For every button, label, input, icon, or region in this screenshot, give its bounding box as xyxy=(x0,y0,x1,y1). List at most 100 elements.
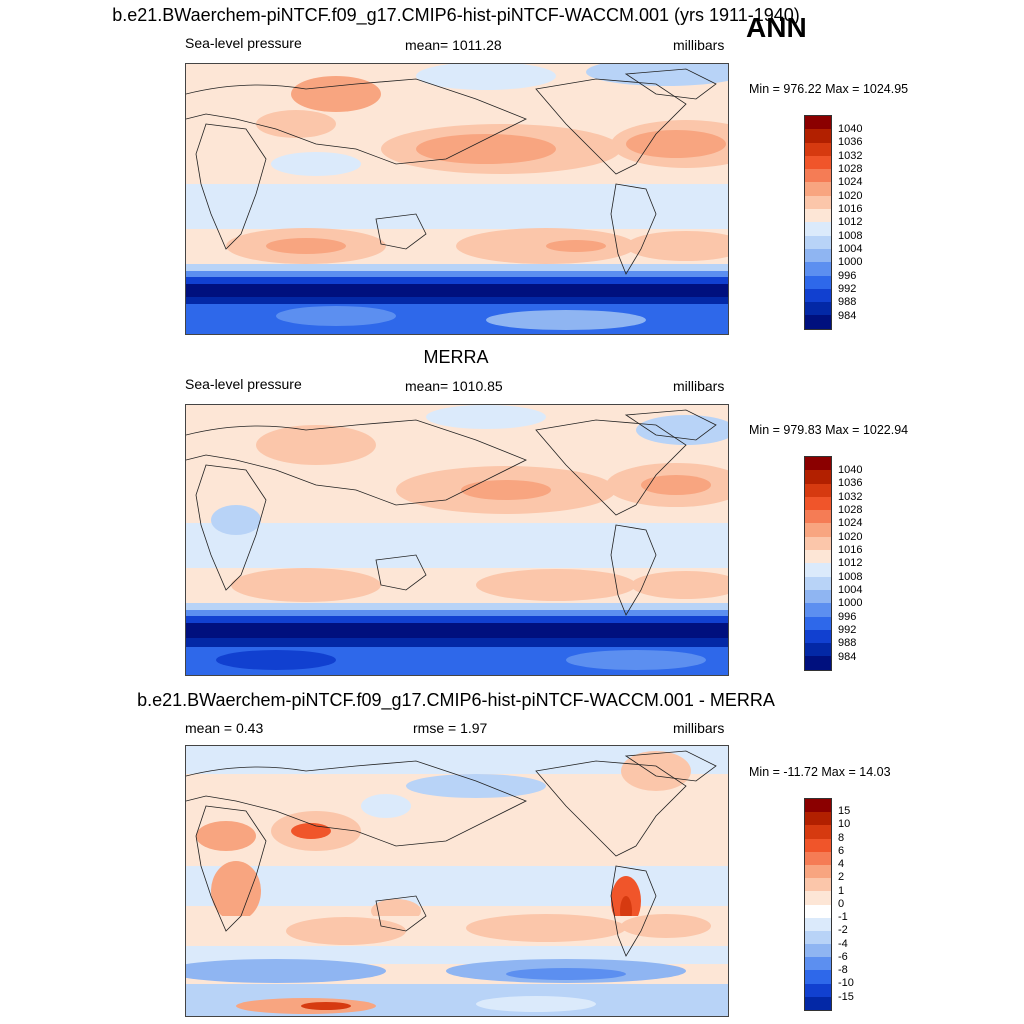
colorbar-swatch xyxy=(805,510,831,524)
colorbar-swatch xyxy=(805,904,831,918)
colorbar-swatch xyxy=(805,142,831,156)
panel-2-variable-label: Sea-level pressure xyxy=(185,376,302,392)
colorbar-label: 1008 xyxy=(838,230,863,242)
colorbar-swatch xyxy=(805,222,831,236)
colorbar-label: 1036 xyxy=(838,136,863,148)
colorbar-label: 996 xyxy=(838,611,857,623)
colorbar-swatch xyxy=(805,275,831,289)
colorbar-label: 6 xyxy=(838,845,845,857)
colorbar-swatch xyxy=(805,944,831,958)
colorbar-label: 0 xyxy=(838,898,845,910)
colorbar-swatch xyxy=(805,496,831,511)
colorbar-label: 8 xyxy=(838,832,845,844)
panel-1-map xyxy=(185,63,729,335)
colorbar-swatch xyxy=(805,996,831,1010)
panel-1-variable-label: Sea-level pressure xyxy=(185,35,302,51)
colorbar-swatch xyxy=(805,878,831,892)
panel-3-rmse-label: rmse = 1.97 xyxy=(413,720,488,736)
colorbar-swatch xyxy=(805,825,831,839)
colorbar-label: -1 xyxy=(838,911,848,923)
colorbar-label: 1032 xyxy=(838,491,863,503)
colorbar-label: 1004 xyxy=(838,243,863,255)
colorbar-label: 1 xyxy=(838,885,845,897)
colorbar-label: 1032 xyxy=(838,150,863,162)
colorbar-label: 1000 xyxy=(838,597,863,609)
colorbar-label: -10 xyxy=(838,977,854,989)
colorbar-label: 1004 xyxy=(838,584,863,596)
colorbar-swatch xyxy=(805,589,831,604)
colorbar-swatch xyxy=(805,656,831,670)
colorbar-label: 1012 xyxy=(838,557,863,569)
colorbar-swatch xyxy=(805,550,831,564)
colorbar-swatch xyxy=(805,235,831,249)
colorbar-swatch xyxy=(805,523,831,537)
colorbar-swatch xyxy=(805,288,831,303)
colorbar-swatch xyxy=(805,957,831,971)
colorbar-label: -8 xyxy=(838,964,848,976)
colorbar-label: 996 xyxy=(838,270,857,282)
colorbar-swatch xyxy=(805,483,831,497)
colorbar-label: 10 xyxy=(838,818,851,830)
season-label: ANN xyxy=(746,12,807,43)
colorbar-label: 4 xyxy=(838,858,845,870)
colorbar-label: 984 xyxy=(838,651,857,663)
colorbar-label: 992 xyxy=(838,624,857,636)
colorbar-label: 1016 xyxy=(838,203,863,215)
colorbar-swatch xyxy=(805,248,831,263)
panel-1-minmax: Min = 976.22 Max = 1024.95 xyxy=(749,82,909,96)
colorbar-label: 984 xyxy=(838,310,857,322)
colorbar-swatch xyxy=(805,603,831,617)
colorbar-swatch xyxy=(805,799,831,813)
panel-3-minmax: Min = -11.72 Max = 14.03 xyxy=(749,765,891,779)
colorbar-swatch xyxy=(805,576,831,590)
colorbar-swatch xyxy=(805,864,831,879)
panel-2-title: MERRA xyxy=(423,347,489,367)
colorbar-swatch xyxy=(805,838,831,852)
colorbar-swatch xyxy=(805,930,831,945)
colorbar-label: 1040 xyxy=(838,123,863,135)
colorbar-label: 992 xyxy=(838,283,857,295)
colorbar-swatch xyxy=(805,983,831,997)
panel-1-units-label: millibars xyxy=(673,37,725,53)
panel-1-mean-label: mean= 1011.28 xyxy=(405,37,502,53)
colorbar-label: 1008 xyxy=(838,571,863,583)
colorbar-swatch xyxy=(805,629,831,644)
colorbar-label: 2 xyxy=(838,871,845,883)
colorbar-label: 1020 xyxy=(838,190,863,202)
panel-3-colorbar xyxy=(804,798,832,1011)
colorbar-swatch xyxy=(805,209,831,223)
colorbar-label: 1000 xyxy=(838,256,863,268)
colorbar-label: -6 xyxy=(838,951,848,963)
colorbar-label: 1012 xyxy=(838,216,863,228)
colorbar-label: 988 xyxy=(838,637,857,649)
panel-3-units-label: millibars xyxy=(673,720,725,736)
colorbar-swatch xyxy=(805,302,831,316)
colorbar-label: 1024 xyxy=(838,517,863,529)
colorbar-swatch xyxy=(805,182,831,196)
panel-1-title: b.e21.BWaerchem-piNTCF.f09_g17.CMIP6-his… xyxy=(112,5,800,25)
colorbar-label: -15 xyxy=(838,991,854,1003)
colorbar-swatch xyxy=(805,812,831,826)
colorbar-swatch xyxy=(805,891,831,905)
panel-3-title: b.e21.BWaerchem-piNTCF.f09_g17.CMIP6-his… xyxy=(137,690,775,710)
colorbar-swatch xyxy=(805,195,831,210)
colorbar-swatch xyxy=(805,116,831,130)
colorbar-label: 1036 xyxy=(838,477,863,489)
panel-2-units-label: millibars xyxy=(673,378,725,394)
colorbar-swatch xyxy=(805,129,831,143)
panel-3-mean-label: mean = 0.43 xyxy=(185,720,264,736)
colorbar-label: 15 xyxy=(838,805,851,817)
colorbar-swatch xyxy=(805,536,831,551)
colorbar-label: 1028 xyxy=(838,504,863,516)
colorbar-swatch xyxy=(805,155,831,170)
colorbar-label: 1020 xyxy=(838,531,863,543)
colorbar-label: -2 xyxy=(838,924,848,936)
panel-2-mean-label: mean= 1010.85 xyxy=(405,378,503,394)
colorbar-swatch xyxy=(805,616,831,630)
colorbar-label: 988 xyxy=(838,296,857,308)
colorbar-swatch xyxy=(805,457,831,471)
colorbar-label: 1024 xyxy=(838,176,863,188)
panel-2-colorbar xyxy=(804,456,832,671)
colorbar-swatch xyxy=(805,315,831,329)
colorbar-label: 1016 xyxy=(838,544,863,556)
